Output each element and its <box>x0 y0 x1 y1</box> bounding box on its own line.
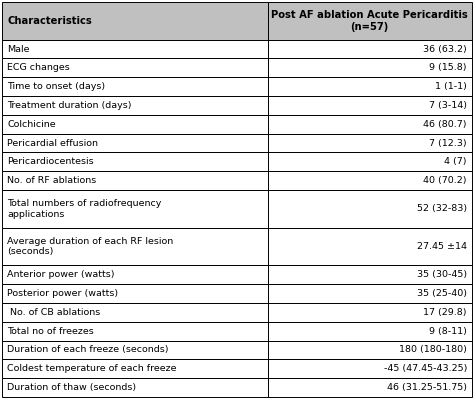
Text: 7 (12.3): 7 (12.3) <box>429 138 467 148</box>
Text: 180 (180-180): 180 (180-180) <box>399 346 467 354</box>
Bar <box>267 341 472 359</box>
Text: 52 (32-83): 52 (32-83) <box>417 204 467 213</box>
Bar <box>267 2 472 40</box>
Bar <box>2 228 267 265</box>
Text: 17 (29.8): 17 (29.8) <box>423 308 467 317</box>
Text: 9 (8-11): 9 (8-11) <box>429 327 467 336</box>
Bar <box>267 77 472 96</box>
Bar <box>267 265 472 284</box>
Text: 46 (80.7): 46 (80.7) <box>423 120 467 129</box>
Text: Pericardial effusion: Pericardial effusion <box>7 138 98 148</box>
Text: 1 (1-1): 1 (1-1) <box>435 82 467 91</box>
Bar <box>267 190 472 228</box>
Text: Coldest temperature of each freeze: Coldest temperature of each freeze <box>7 364 177 373</box>
Text: No. of CB ablations: No. of CB ablations <box>7 308 100 317</box>
Text: Treatment duration (days): Treatment duration (days) <box>7 101 132 110</box>
Bar <box>2 341 267 359</box>
Text: 7 (3-14): 7 (3-14) <box>429 101 467 110</box>
Text: Characteristics: Characteristics <box>7 16 92 26</box>
Text: 35 (30-45): 35 (30-45) <box>417 270 467 279</box>
Bar <box>267 322 472 341</box>
Text: Total numbers of radiofrequency
applications: Total numbers of radiofrequency applicat… <box>7 199 162 219</box>
Bar <box>267 378 472 397</box>
Bar <box>267 171 472 190</box>
Text: ECG changes: ECG changes <box>7 63 70 72</box>
Bar <box>267 359 472 378</box>
Text: Pericardiocentesis: Pericardiocentesis <box>7 157 94 166</box>
Text: Post AF ablation Acute Pericarditis
(n=57): Post AF ablation Acute Pericarditis (n=5… <box>271 10 468 32</box>
Bar <box>2 77 267 96</box>
Bar <box>2 378 267 397</box>
Text: Time to onset (days): Time to onset (days) <box>7 82 105 91</box>
Bar <box>2 96 267 115</box>
Text: No. of RF ablations: No. of RF ablations <box>7 176 96 185</box>
Bar <box>2 322 267 341</box>
Bar <box>267 134 472 152</box>
Text: Posterior power (watts): Posterior power (watts) <box>7 289 118 298</box>
Text: 35 (25-40): 35 (25-40) <box>417 289 467 298</box>
Text: 40 (70.2): 40 (70.2) <box>423 176 467 185</box>
Bar <box>267 96 472 115</box>
Bar <box>2 359 267 378</box>
Bar <box>2 190 267 228</box>
Bar <box>2 265 267 284</box>
Bar <box>2 134 267 152</box>
Bar <box>267 152 472 171</box>
Bar <box>267 303 472 322</box>
Bar <box>2 58 267 77</box>
Text: Total no of freezes: Total no of freezes <box>7 327 94 336</box>
Bar <box>2 115 267 134</box>
Text: 4 (7): 4 (7) <box>445 157 467 166</box>
Bar <box>2 152 267 171</box>
Text: Duration of each freeze (seconds): Duration of each freeze (seconds) <box>7 346 169 354</box>
Text: Colchicine: Colchicine <box>7 120 56 129</box>
Bar <box>2 40 267 58</box>
Text: Male: Male <box>7 45 29 53</box>
Bar <box>267 284 472 303</box>
Text: 46 (31.25-51.75): 46 (31.25-51.75) <box>387 383 467 392</box>
Text: Anterior power (watts): Anterior power (watts) <box>7 270 115 279</box>
Bar <box>267 58 472 77</box>
Bar <box>2 171 267 190</box>
Bar <box>2 303 267 322</box>
Text: Average duration of each RF lesion
(seconds): Average duration of each RF lesion (seco… <box>7 237 173 256</box>
Bar <box>267 228 472 265</box>
Bar <box>2 284 267 303</box>
Text: -45 (47.45-43.25): -45 (47.45-43.25) <box>383 364 467 373</box>
Text: Duration of thaw (seconds): Duration of thaw (seconds) <box>7 383 136 392</box>
Text: 36 (63.2): 36 (63.2) <box>423 45 467 53</box>
Bar <box>2 2 267 40</box>
Bar <box>267 115 472 134</box>
Text: 9 (15.8): 9 (15.8) <box>429 63 467 72</box>
Bar <box>267 40 472 58</box>
Text: 27.45 ±14: 27.45 ±14 <box>417 242 467 251</box>
